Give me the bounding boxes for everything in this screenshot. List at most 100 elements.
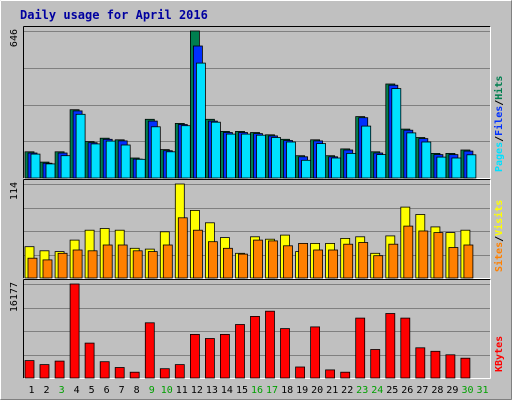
x-tick-label-20: 20: [311, 385, 323, 396]
kbytes-panel-kbytes-bar-30: [460, 357, 471, 379]
x-tick-label-13: 13: [206, 385, 218, 396]
hits-panel-pages-bar-27: [421, 141, 432, 179]
kbytes-panel-legend-item-0: KBytes: [494, 336, 505, 372]
hits-panel-pages-bar-21: [331, 157, 342, 179]
visits-panel-legend: Sites/Visits: [493, 200, 505, 272]
x-tick-label-22: 22: [341, 385, 353, 396]
visits-panel-sites-bar-16: [253, 239, 263, 279]
visits-panel: 114 Sites/Visits: [9, 179, 505, 279]
hits-panel-pages-bar-12: [195, 62, 206, 179]
x-tick-label-14: 14: [221, 385, 233, 396]
hits-panel-legend-item-4: Hits: [493, 76, 505, 100]
hits-panel-pages-bar-28: [436, 156, 447, 179]
x-tick-label-8: 8: [134, 385, 140, 396]
hits-panel-pages-bar-5: [90, 143, 101, 179]
visits-panel-sites-bar-27: [418, 230, 429, 279]
hits-panel-pages-bar-16: [256, 134, 266, 179]
x-tick-label-25: 25: [386, 385, 398, 396]
kbytes-panel-kbytes-bar-26: [400, 317, 411, 379]
hits-panel-pages-bar-7: [120, 144, 131, 179]
x-tick-label-31: 31: [476, 385, 488, 396]
visits-panel-sites-bar-2: [42, 259, 53, 279]
visits-panel-sites-bar-5: [87, 250, 98, 279]
hits-panel-legend-item-2: Files: [493, 106, 505, 136]
visits-panel-sites-bar-17: [268, 240, 278, 279]
x-tick-label-2: 2: [43, 385, 49, 396]
kbytes-panel-kbytes-bar-3: [54, 360, 65, 379]
hits-panel-pages-bar-17: [271, 137, 281, 179]
visits-panel-sites-bar-13: [207, 241, 218, 279]
x-tick-label-16: 16: [251, 385, 263, 396]
kbytes-panel-kbytes-bar-7: [114, 367, 125, 379]
hits-panel-pages-bar-25: [391, 88, 402, 179]
kbytes-panel-kbytes-bar-6: [99, 361, 110, 379]
kbytes-panel-ymax-label: 16177: [9, 282, 20, 312]
hits-panel-ymax-label: 646: [9, 29, 20, 47]
kbytes-panel-legend: KBytes: [494, 336, 505, 372]
visits-panel-sites-bar-29: [448, 247, 459, 279]
hits-panel: 646 Pages/Files/Hits: [9, 26, 505, 179]
hits-panel-pages-bar-9: [150, 126, 161, 179]
hits-panel-pages-bar-15: [241, 133, 251, 179]
kbytes-panel-kbytes-bar-11: [174, 364, 185, 379]
visits-panel-sites-bar-9: [147, 251, 158, 279]
x-tick-label-27: 27: [416, 385, 428, 396]
hits-panel-legend: Pages/Files/Hits: [493, 76, 505, 172]
visits-panel-sites-bar-7: [117, 244, 128, 279]
kbytes-panel-kbytes-bar-4: [69, 283, 80, 379]
hits-panel-pages-bar-20: [316, 143, 327, 179]
x-tick-label-9: 9: [149, 385, 155, 396]
visits-panel-sites-bar-6: [102, 244, 113, 279]
kbytes-panel-kbytes-bar-22: [340, 371, 351, 379]
hits-panel-pages-bar-11: [180, 125, 191, 179]
hits-panel-pages-bar-6: [105, 140, 116, 179]
visits-panel-ymax-label: 114: [9, 182, 20, 200]
visits-panel-sites-bar-11: [177, 217, 188, 279]
x-tick-label-21: 21: [326, 385, 338, 396]
visits-panel-legend-item-2: Visits: [493, 200, 505, 236]
hits-panel-pages-bar-13: [210, 121, 221, 179]
kbytes-panel-kbytes-bar-8: [129, 371, 140, 379]
hits-panel-pages-bar-8: [135, 158, 146, 179]
x-tick-label-12: 12: [191, 385, 203, 396]
x-tick-label-10: 10: [161, 385, 173, 396]
x-tick-label-6: 6: [104, 385, 110, 396]
hits-panel-pages-bar-26: [406, 132, 417, 179]
x-tick-label-26: 26: [401, 385, 413, 396]
x-tick-label-28: 28: [431, 385, 443, 396]
visits-panel-sites-bar-3: [57, 252, 68, 279]
x-tick-label-15: 15: [236, 385, 248, 396]
visits-panel-sites-bar-26: [403, 225, 414, 279]
visits-panel-sites-bar-28: [433, 232, 444, 279]
x-tick-label-30: 30: [461, 385, 473, 396]
x-tick-label-4: 4: [74, 385, 80, 396]
x-tick-label-11: 11: [176, 385, 188, 396]
hits-panel-pages-bar-1: [30, 153, 41, 179]
kbytes-panel-kbytes-bar-9: [144, 322, 155, 379]
hits-panel-pages-bar-10: [165, 151, 176, 179]
hits-panel-pages-bar-14: [225, 133, 236, 179]
x-tick-label-17: 17: [266, 385, 278, 396]
kbytes-panel-kbytes-bar-1: [24, 360, 35, 379]
kbytes-panel-kbytes-bar-15: [235, 324, 245, 379]
kbytes-panel-kbytes-bar-13: [204, 338, 215, 379]
kbytes-panel-kbytes-bar-28: [430, 350, 441, 379]
visits-panel-legend-item-1: /: [494, 236, 505, 242]
kbytes-panel-kbytes-bar-20: [310, 326, 321, 379]
kbytes-panel-kbytes-bar-2: [39, 364, 50, 379]
visits-panel-sites-bar-24: [373, 255, 384, 279]
visits-panel-sites-bar-19: [298, 242, 309, 279]
x-tick-label-7: 7: [119, 385, 125, 396]
hits-panel-legend-item-3: /: [494, 100, 505, 106]
kbytes-panel-kbytes-bar-23: [355, 317, 366, 379]
visits-panel-sites-bar-21: [328, 249, 339, 279]
kbytes-panel-kbytes-bar-29: [445, 354, 456, 379]
kbytes-panel-kbytes-bar-19: [295, 366, 306, 379]
hits-panel-pages-bar-19: [301, 159, 312, 179]
visits-panel-sites-bar-23: [358, 242, 369, 279]
hits-panel-legend-item-1: /: [494, 136, 505, 142]
x-tick-label-18: 18: [281, 385, 293, 396]
visits-panel-sites-bar-12: [192, 229, 203, 279]
x-tick-label-29: 29: [446, 385, 458, 396]
visits-panel-sites-bar-14: [222, 247, 233, 279]
